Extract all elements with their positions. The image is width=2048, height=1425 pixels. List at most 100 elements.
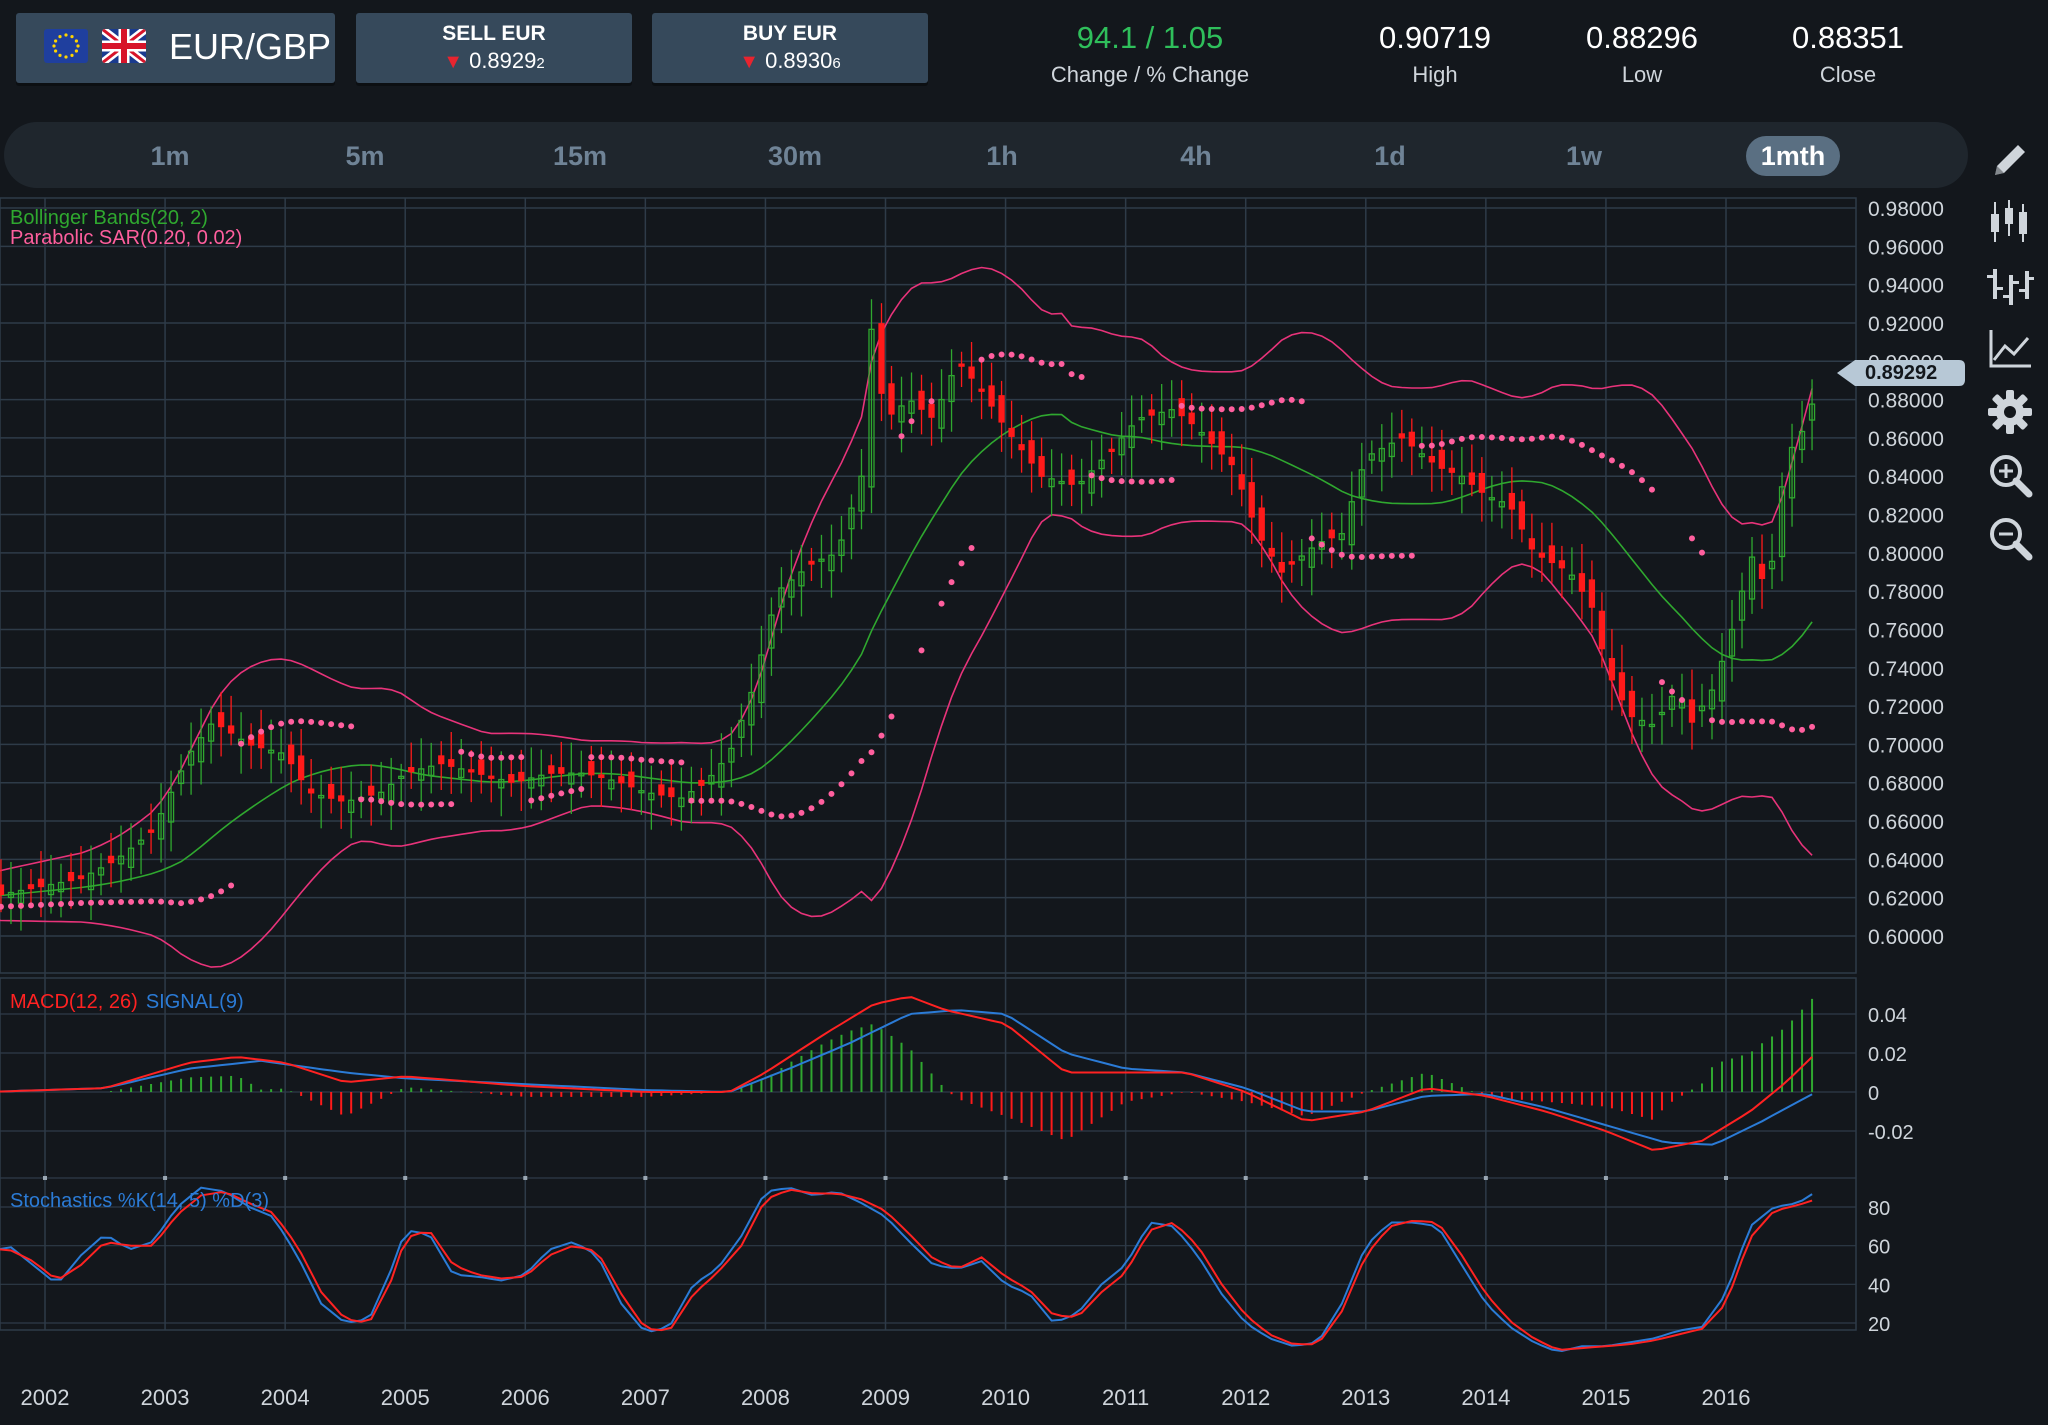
sar-dot [428, 801, 435, 808]
candle-up [608, 779, 615, 790]
candle-up [1078, 480, 1085, 485]
sar-dot [1188, 404, 1195, 411]
timeframe-1h[interactable]: 1h [986, 141, 1018, 171]
candle-up [267, 749, 275, 754]
price-tick-label: 0.80000 [1868, 543, 1944, 566]
candle-down [1028, 440, 1035, 464]
timeframe-1m[interactable]: 1m [150, 141, 190, 171]
candle-down [1018, 444, 1025, 451]
zoom-out-icon[interactable] [1985, 513, 2035, 563]
candle-up [758, 654, 765, 704]
separator-tick [1724, 1176, 1728, 1180]
sar-dot [898, 433, 905, 440]
sar-dot [98, 899, 105, 906]
price-tick-label: 0.62000 [1868, 888, 1944, 911]
sar-dot [148, 898, 155, 905]
candle-up [1118, 437, 1125, 456]
candle-down [227, 725, 235, 734]
ohlc-bars-icon[interactable] [1985, 261, 2035, 311]
sar-dot [318, 719, 325, 726]
separator-tick [763, 1176, 768, 1180]
timeframe-1w[interactable]: 1w [1565, 141, 1603, 171]
pencil-icon[interactable] [1985, 135, 2035, 185]
sar-dot [1078, 374, 1085, 381]
down-arrow-icon: ▼ [739, 51, 760, 73]
candle-up [638, 790, 645, 794]
candle-down [1268, 547, 1275, 557]
sar-dot [708, 797, 715, 804]
timeframe-5m[interactable]: 5m [345, 141, 385, 171]
zoom-in-icon[interactable] [1985, 450, 2035, 500]
year-tick-label: 2016 [1702, 1385, 1751, 1410]
sar-dot [1338, 551, 1345, 558]
sar-dot [1108, 477, 1115, 484]
candle-up [97, 867, 105, 876]
sar-dot [838, 781, 845, 788]
sar-dot [988, 352, 995, 359]
candle-down [1598, 610, 1606, 650]
sar-dot [728, 798, 735, 805]
sar-dot [1118, 478, 1125, 485]
sar-dot [658, 758, 665, 765]
timeframe-15m[interactable]: 15m [552, 141, 608, 171]
separator-tick [1243, 1176, 1248, 1180]
candle-up [1138, 417, 1145, 421]
sar-dot [1008, 351, 1015, 358]
separator-tick [883, 1176, 888, 1180]
sar-dot [1608, 457, 1615, 464]
year-tick-label: 2006 [501, 1385, 550, 1410]
candle-up [137, 839, 145, 845]
separator-tick [43, 1176, 47, 1180]
sar-dot [228, 882, 235, 889]
timeframe-1mth[interactable]: 1mth [1746, 136, 1840, 176]
year-tick-label: 2010 [981, 1385, 1030, 1410]
candle-down [27, 884, 35, 890]
candle-down [1068, 469, 1075, 485]
candle-down [1038, 456, 1045, 477]
sar-dot [208, 893, 215, 900]
buy-eur-button[interactable]: BUY EUR ▼ 0.89306 [652, 13, 928, 83]
sar-dot [448, 801, 455, 808]
currency-pair-selector[interactable]: EUR/GBP [16, 13, 335, 83]
candle-down [1688, 699, 1696, 723]
sar-dot [178, 900, 185, 907]
candle-down [1398, 433, 1405, 439]
sell-eur-button[interactable]: SELL EUR ▼ 0.89292 [356, 13, 632, 83]
sar-dot [1729, 718, 1736, 725]
sar-dot [1138, 478, 1145, 485]
sar-dot [1388, 552, 1395, 559]
candle-up [117, 855, 125, 865]
sar-dot [248, 734, 255, 741]
gear-icon[interactable] [1985, 387, 2035, 437]
timeframe-1d[interactable]: 1d [1374, 141, 1406, 171]
candlestick-icon[interactable] [1985, 198, 2035, 248]
candle-up [1738, 590, 1746, 621]
separator-tick [403, 1176, 408, 1180]
sar-dot [308, 718, 315, 725]
buy-price-main: 0.8930 [765, 48, 833, 73]
candle-up [1498, 501, 1506, 508]
candle-up [1668, 695, 1676, 710]
candle-up [1048, 478, 1055, 488]
sar-dot [788, 812, 795, 819]
timeframe-30m[interactable]: 30m [767, 141, 823, 171]
sar-dot [538, 795, 545, 802]
separator-tick [523, 1176, 528, 1180]
candle-up [1168, 409, 1175, 419]
stoch-tick-label: 80 [1868, 1198, 1890, 1220]
line-chart-icon[interactable] [1985, 324, 2035, 374]
sar-dot [568, 788, 575, 795]
chart-area[interactable]: 0.980000.960000.940000.920000.900000.880… [0, 195, 1970, 1425]
candle-up [277, 752, 285, 761]
stochastics-label: Stochastics %K(14, 5) %D(3) [10, 1190, 269, 1212]
candle-up [858, 475, 865, 512]
sar-dot [1358, 554, 1365, 561]
sar-dot [578, 786, 585, 793]
candlesticks [0, 299, 1816, 931]
sar-dot [288, 718, 295, 725]
timeframe-4h[interactable]: 4h [1180, 141, 1212, 171]
sar-dot [1058, 360, 1065, 367]
year-tick-label: 2003 [141, 1385, 190, 1410]
candle-down [448, 759, 455, 767]
macd-panel [0, 996, 1814, 1151]
